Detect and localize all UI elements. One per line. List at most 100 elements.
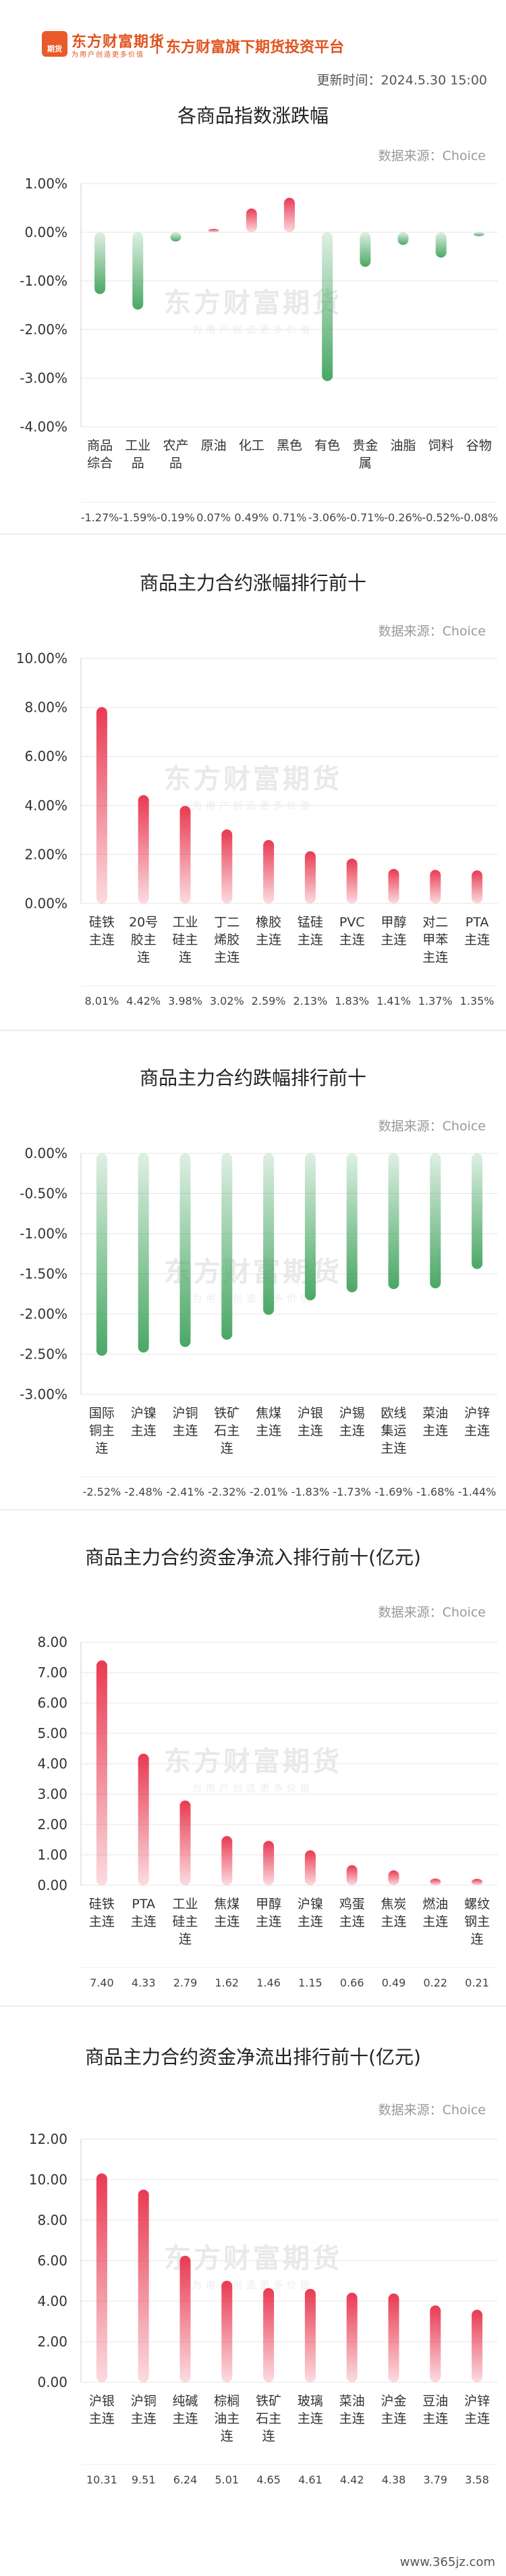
y-tick-label: -0.50% [20, 1186, 67, 1202]
value-label: -1.68% [416, 1486, 455, 1498]
category-label: PTA [132, 1897, 155, 1912]
footer-watermark: www.365jz.com [399, 2555, 495, 2569]
category-label: 连 [179, 950, 192, 965]
category-label: 菜油 [339, 2394, 365, 2409]
value-label: 2.59% [252, 995, 286, 1007]
y-tick-label: 3.00 [37, 1786, 67, 1802]
category-label: 主连 [339, 1914, 365, 1929]
value-label: 10.31 [86, 2473, 117, 2486]
bar [430, 870, 441, 903]
y-tick-label: 4.00 [37, 1756, 67, 1772]
y-tick-label: 0.00% [24, 224, 67, 240]
category-label: 主连 [422, 2411, 448, 2426]
category-label: 对二 [422, 915, 448, 930]
category-label: 油主 [214, 2411, 240, 2426]
y-tick-label: 2.00 [37, 1816, 67, 1833]
bar [388, 1870, 399, 1885]
category-label: 主连 [214, 1914, 240, 1929]
category-label: 主连 [422, 1914, 448, 1929]
value-label: 4.65 [256, 2473, 281, 2486]
category-label: 连 [95, 1441, 108, 1456]
value-label: 7.40 [90, 1976, 114, 1989]
value-label: 3.98% [168, 995, 202, 1007]
category-label: 主连 [214, 950, 240, 965]
bar [346, 858, 358, 903]
value-label: 0.71% [273, 511, 307, 524]
category-label: 甲苯 [422, 932, 448, 947]
value-label: 1.41% [376, 995, 411, 1007]
value-label: -2.41% [166, 1486, 204, 1498]
category-label: 主连 [131, 1423, 157, 1438]
category-label: 主连 [339, 1423, 365, 1438]
logo-slogan: 为用户创造更多价值 [72, 51, 144, 59]
bar [179, 806, 191, 903]
value-label: -1.27% [81, 511, 119, 524]
bar [138, 1153, 149, 1353]
category-label: 主连 [131, 2411, 157, 2426]
y-tick-label: 8.00% [24, 700, 67, 716]
value-label: 3.02% [210, 995, 244, 1007]
value-label: -1.83% [291, 1486, 330, 1498]
category-label: 主连 [464, 2411, 490, 2426]
value-label: 4.42 [340, 2473, 364, 2486]
value-label: 1.15 [298, 1976, 322, 1989]
value-label: 9.51 [132, 2473, 156, 2486]
value-label: 0.07% [196, 511, 231, 524]
y-tick-label: 2.00 [37, 2334, 67, 2350]
bar [346, 1865, 358, 1885]
category-label: 燃油 [422, 1897, 448, 1912]
y-tick-label: 12.00 [29, 2131, 67, 2147]
bar [435, 232, 447, 258]
bar [221, 2280, 233, 2382]
value-label: -0.19% [157, 511, 195, 524]
category-label: 主连 [381, 2411, 406, 2426]
category-label: 连 [262, 2429, 275, 2444]
category-label: 主连 [422, 1423, 448, 1438]
category-label: 品 [132, 456, 144, 471]
page-header: 期货 东方财富期货 为用户创造更多价值 东方财富旗下期货投资平台 更新时间：20… [0, 0, 506, 95]
category-label: 贵金 [352, 438, 378, 453]
value-label: -0.52% [422, 511, 460, 524]
bar [179, 2255, 191, 2382]
category-label: 化工 [239, 438, 264, 453]
chart-title: 商品主力合约资金净流入排行前十(亿元) [85, 1546, 421, 1569]
category-label: 铁矿 [214, 1406, 240, 1421]
y-tick-label: 6.00% [24, 748, 67, 764]
y-tick-label: -1.00% [20, 1226, 67, 1242]
bar [263, 2288, 275, 2382]
value-label: -1.69% [374, 1486, 413, 1498]
update-time: 更新时间：2024.5.30 15:00 [316, 73, 488, 88]
chart-title: 各商品指数涨跌幅 [177, 105, 329, 127]
category-label: 主连 [89, 932, 115, 947]
y-tick-label: 5.00 [37, 1725, 67, 1741]
bar [472, 870, 483, 903]
bar [138, 1754, 149, 1885]
bar [304, 1153, 316, 1300]
value-label: 1.62 [215, 1976, 239, 1989]
y-tick-label: 4.00% [24, 797, 67, 814]
bar [388, 868, 399, 903]
category-label: 玻璃 [298, 2394, 323, 2409]
value-label: 2.79 [173, 1976, 198, 1989]
category-label: 烯胶 [214, 932, 240, 947]
bar [96, 1153, 107, 1356]
value-label: 0.49% [234, 511, 269, 524]
y-tick-label: -1.00% [20, 273, 67, 289]
bar [472, 2309, 483, 2382]
value-label: -2.52% [83, 1486, 121, 1498]
category-label: 主连 [339, 2411, 365, 2426]
bar [263, 839, 275, 903]
category-label: 国际 [89, 1406, 115, 1421]
chart-title: 商品主力合约跌幅排行前十 [139, 1067, 366, 1089]
bar [96, 707, 107, 903]
category-label: 有色 [314, 438, 340, 453]
bar [221, 1836, 233, 1885]
category-label: 丁二 [214, 915, 240, 930]
y-tick-label: 10.00 [29, 2172, 67, 2188]
category-label: 沪锌 [464, 2394, 490, 2409]
category-label: 商品 [87, 438, 113, 453]
category-label: 沪银 [89, 2394, 115, 2409]
category-label: 连 [221, 2429, 233, 2444]
